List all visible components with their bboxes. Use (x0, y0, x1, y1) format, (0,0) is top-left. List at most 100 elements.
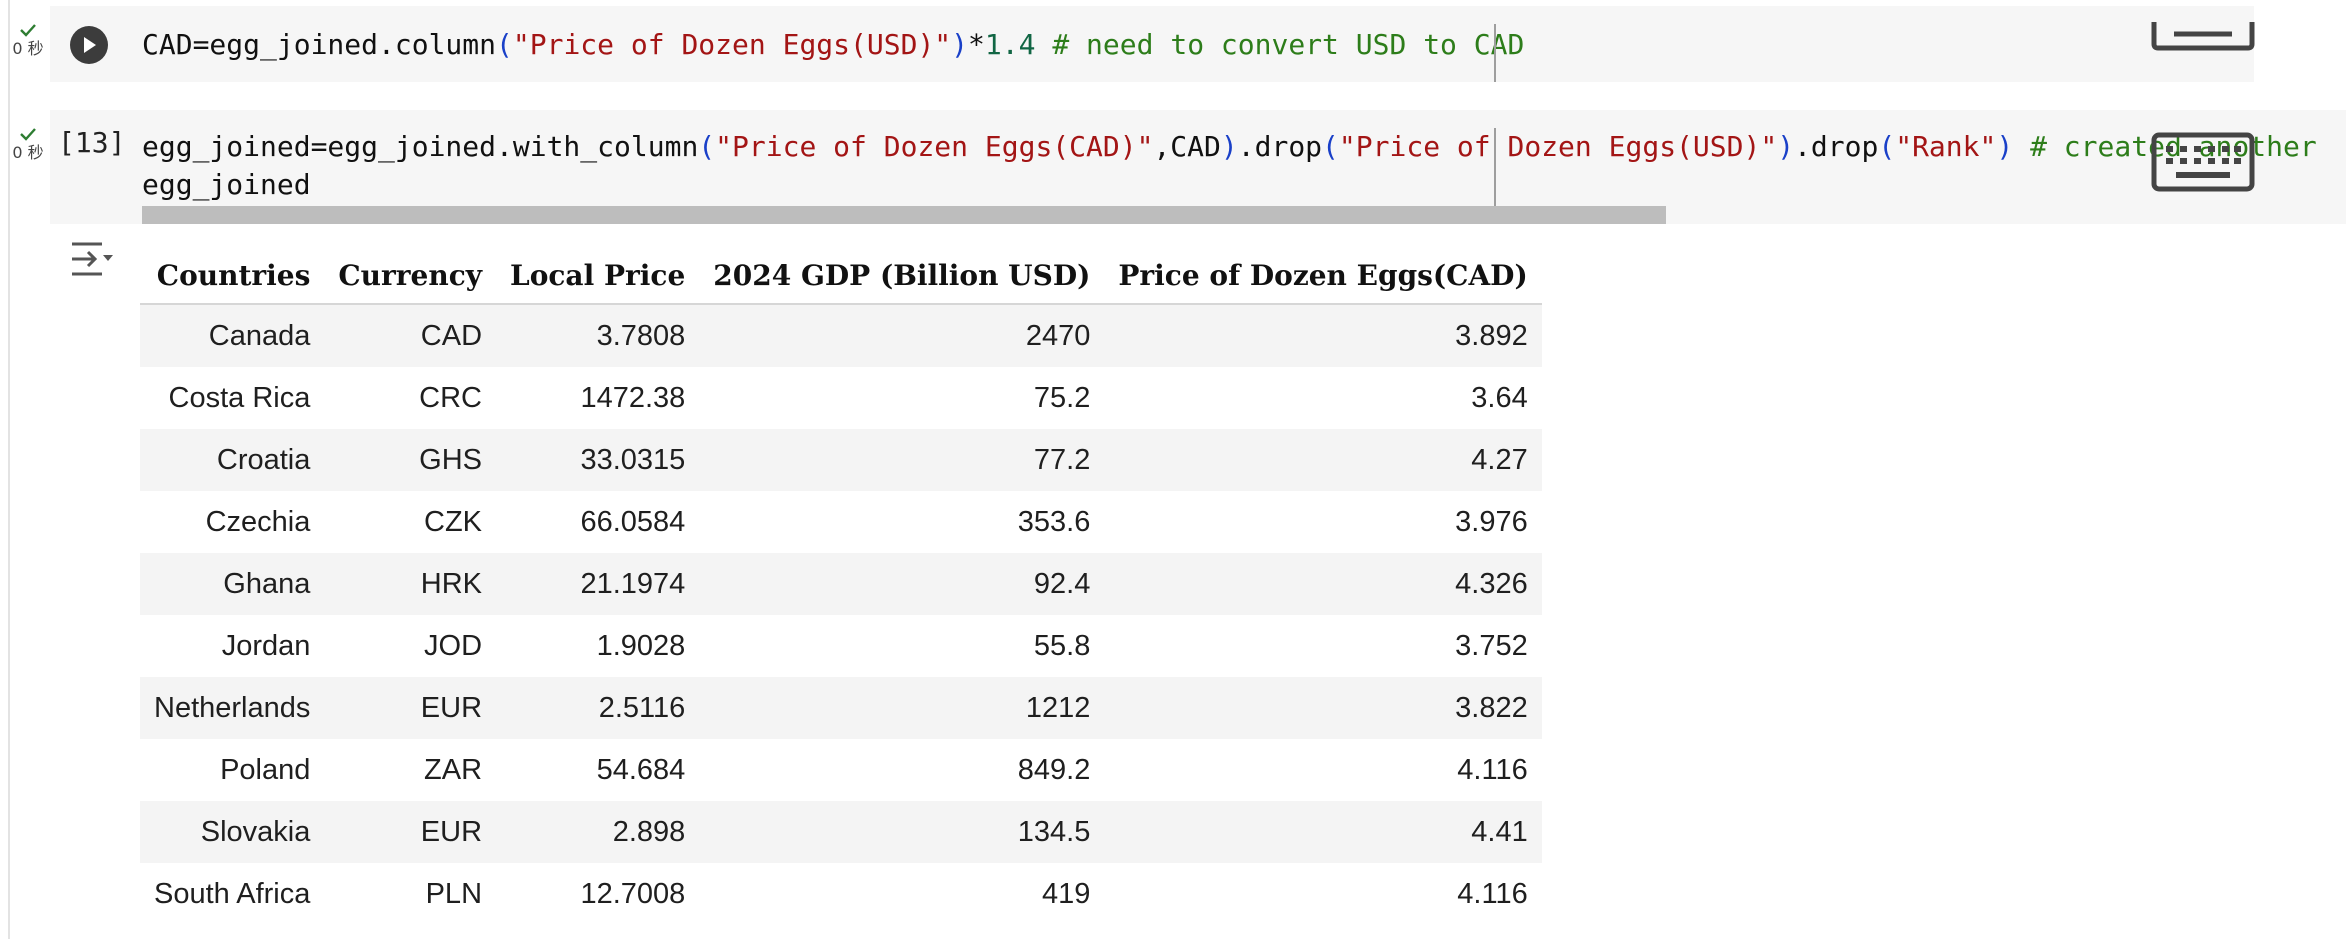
run-cell-button[interactable] (70, 26, 108, 64)
column-header: Local Price (496, 247, 700, 305)
table-row: Poland ZAR 54.684 849.2 4.116 (140, 739, 1542, 801)
table-row: Jordan JOD 1.9028 55.8 3.752 (140, 615, 1542, 677)
cell-2-code-line-1[interactable]: egg_joined=egg_joined.with_column("Price… (142, 128, 2317, 166)
code-token: ( (698, 130, 716, 163)
table-cell: CAD (324, 304, 497, 367)
table-cell: 21.1974 (496, 553, 700, 615)
cell-1-exec-status: 0 秒 (8, 22, 48, 58)
table-cell: Jordan (140, 615, 325, 677)
table-row: Netherlands EUR 2.5116 1212 3.822 (140, 677, 1542, 739)
cell-1-exec-time: 0 秒 (12, 39, 44, 58)
table-cell: 54.684 (496, 739, 700, 801)
code-token: .drop (1794, 130, 1879, 163)
table-cell: EUR (324, 801, 497, 863)
output-actions-icon[interactable] (68, 240, 114, 278)
code-token: ( (1322, 130, 1339, 163)
code-token (2013, 130, 2030, 163)
dataframe-table: Countries Currency Local Price 2024 GDP … (140, 247, 1542, 925)
code-token: ) (1777, 130, 1795, 163)
code-token: ,CAD (1153, 130, 1221, 163)
code-token: egg_joined (142, 168, 311, 201)
table-body: Canada CAD 3.7808 2470 3.892 Costa Rica CRC 147… (140, 304, 1542, 925)
check-icon (20, 24, 36, 37)
table-cell: 3.64 (1104, 367, 1542, 429)
table-cell: Ghana (140, 553, 325, 615)
table-cell: Poland (140, 739, 325, 801)
table-row: Czechia CZK 66.0584 353.6 3.976 (140, 491, 1542, 553)
table-row: Costa Rica CRC 1472.38 75.2 3.64 (140, 367, 1542, 429)
table-cell: South Africa (140, 863, 325, 925)
table-cell: 33.0315 (496, 429, 700, 491)
table-cell: CRC (324, 367, 497, 429)
code-token: 1.4 (984, 28, 1036, 61)
play-icon (84, 37, 96, 53)
table-cell: 75.2 (699, 367, 1105, 429)
column-header: 2024 GDP (Billion USD) (699, 247, 1105, 305)
cell-2-exec-status: 0 秒 (8, 126, 48, 162)
column-header: Countries (140, 247, 325, 305)
table-row: Canada CAD 3.7808 2470 3.892 (140, 304, 1542, 367)
table-row: South Africa PLN 12.7008 419 4.116 (140, 863, 1542, 925)
table-row: Ghana HRK 21.1974 92.4 4.326 (140, 553, 1542, 615)
table-cell: Costa Rica (140, 367, 325, 429)
table-cell: Croatia (140, 429, 325, 491)
table-cell: 66.0584 (496, 491, 700, 553)
table-cell: 55.8 (699, 615, 1105, 677)
table-cell: 77.2 (699, 429, 1105, 491)
table-cell: 353.6 (699, 491, 1105, 553)
cell-2-exec-time: 0 秒 (12, 143, 44, 162)
horizontal-scrollbar-thumb[interactable] (142, 206, 1666, 224)
code-token: # need to convert USD to CAD (1052, 28, 1525, 61)
table-cell: 4.326 (1104, 553, 1542, 615)
table-cell: 1472.38 (496, 367, 700, 429)
table-row: Slovakia EUR 2.898 134.5 4.41 (140, 801, 1542, 863)
table-cell: 92.4 (699, 553, 1105, 615)
table-cell: EUR (324, 677, 497, 739)
code-token: ( (496, 28, 513, 61)
code-token: "Price of Dozen Eggs(USD)" (1338, 130, 1778, 163)
code-token: ( (1878, 130, 1896, 163)
keyboard-icon[interactable] (2150, 22, 2256, 52)
code-token: "Rank" (1895, 130, 1997, 163)
table-cell: 3.822 (1104, 677, 1542, 739)
notebook-left-rule (8, 0, 10, 939)
table-cell: 134.5 (699, 801, 1105, 863)
keyboard-icon[interactable] (2150, 132, 2256, 192)
code-token: ) (1220, 130, 1238, 163)
code-token: CAD=egg_joined.column (142, 28, 497, 61)
table-cell: HRK (324, 553, 497, 615)
table-cell: 4.27 (1104, 429, 1542, 491)
code-cell-1[interactable] (50, 6, 2254, 82)
table-cell: JOD (324, 615, 497, 677)
cell-1-code-line-1[interactable]: CAD=egg_joined.column("Price of Dozen Eg… (142, 26, 1524, 64)
code-token: .drop (1237, 130, 1323, 163)
table-cell: 4.41 (1104, 801, 1542, 863)
table-cell: 3.752 (1104, 615, 1542, 677)
table-cell: 3.976 (1104, 491, 1542, 553)
table-cell: 12.7008 (496, 863, 700, 925)
code-token: egg_joined=egg_joined.with_column (142, 130, 699, 163)
table-cell: 1.9028 (496, 615, 700, 677)
table-cell: 3.7808 (496, 304, 700, 367)
column-header: Currency (324, 247, 497, 305)
table-cell: GHS (324, 429, 497, 491)
table-cell: 2.5116 (496, 677, 700, 739)
table-cell: ZAR (324, 739, 497, 801)
table-header-row: Countries Currency Local Price 2024 GDP … (140, 247, 1542, 305)
check-icon (20, 128, 36, 141)
table-cell: 849.2 (699, 739, 1105, 801)
code-token: ) (1996, 130, 2014, 163)
table-cell: CZK (324, 491, 497, 553)
table-cell: 1212 (699, 677, 1105, 739)
text-cursor (1494, 128, 1496, 224)
code-cell-2[interactable] (50, 110, 2346, 224)
table-cell: Czechia (140, 491, 325, 553)
table-cell: 3.892 (1104, 304, 1542, 367)
table-cell: 2.898 (496, 801, 700, 863)
table-cell: PLN (324, 863, 497, 925)
text-cursor (1494, 24, 1496, 82)
execution-count: [13] (58, 126, 126, 159)
table-cell: Netherlands (140, 677, 325, 739)
cell-2-code-line-2[interactable]: egg_joined (142, 166, 311, 204)
table-cell: Canada (140, 304, 325, 367)
